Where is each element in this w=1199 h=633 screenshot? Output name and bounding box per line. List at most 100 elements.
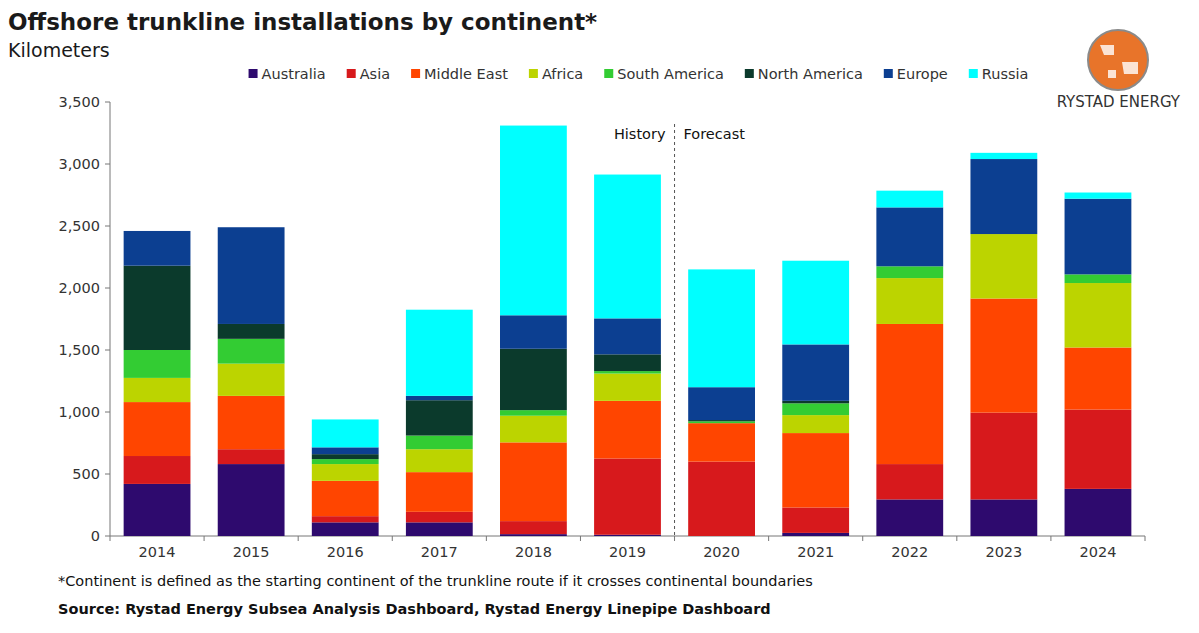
bar-segment bbox=[406, 400, 473, 435]
bar-segment bbox=[124, 402, 191, 456]
bar-segment bbox=[406, 436, 473, 450]
bar-segment bbox=[782, 401, 849, 403]
bar-segment bbox=[406, 310, 473, 396]
y-tick bbox=[105, 350, 110, 351]
bar-segment bbox=[500, 410, 567, 416]
bar-segment bbox=[1065, 274, 1132, 283]
y-tick-label: 2,000 bbox=[58, 280, 100, 296]
bar-segment bbox=[688, 387, 755, 420]
bar-segment bbox=[218, 227, 285, 228]
bar-segment bbox=[970, 159, 1037, 234]
bar-segment bbox=[594, 401, 661, 459]
legend-swatch bbox=[604, 69, 613, 78]
bar-segment bbox=[406, 449, 473, 472]
bar-segment bbox=[1065, 193, 1132, 199]
legend-swatch bbox=[347, 69, 356, 78]
bar-segment bbox=[500, 349, 567, 410]
bar-segment bbox=[876, 464, 943, 499]
bar-segment bbox=[1065, 410, 1132, 489]
bar-segment bbox=[1065, 348, 1132, 410]
bar-segment bbox=[406, 522, 473, 536]
title: Offshore trunkline installations by cont… bbox=[8, 9, 597, 35]
bar-segment bbox=[782, 533, 849, 536]
subtitle: Kilometers bbox=[8, 39, 110, 61]
bar-segment bbox=[218, 324, 285, 339]
bar-segment bbox=[782, 344, 849, 400]
bar-segment bbox=[218, 339, 285, 364]
legend-label: South America bbox=[617, 66, 724, 82]
bar-segment bbox=[312, 459, 379, 464]
bar-segment bbox=[782, 415, 849, 433]
bar-segment bbox=[688, 462, 755, 536]
bar-segment bbox=[594, 535, 661, 536]
legend-swatch bbox=[745, 69, 754, 78]
bar-segment bbox=[500, 442, 567, 521]
bar-segment bbox=[594, 374, 661, 401]
bar-segment bbox=[1065, 283, 1132, 347]
legend-label: Middle East bbox=[424, 66, 508, 82]
x-tick-label: 2017 bbox=[421, 544, 458, 560]
legend-swatch bbox=[411, 69, 420, 78]
bar-segment bbox=[312, 481, 379, 516]
y-tick-label: 3,000 bbox=[58, 156, 100, 172]
annotation: History bbox=[614, 126, 666, 142]
y-tick bbox=[105, 536, 110, 537]
x-tick bbox=[1050, 536, 1051, 541]
bar-segment bbox=[500, 126, 567, 316]
y-tick-label: 3,500 bbox=[58, 94, 100, 110]
bar-segment bbox=[500, 416, 567, 443]
y-tick-label: 1,000 bbox=[58, 404, 100, 420]
x-tick-label: 2018 bbox=[515, 544, 552, 560]
bar-segment bbox=[124, 378, 191, 402]
bar-segment bbox=[1065, 199, 1132, 275]
legend-label: Australia bbox=[262, 66, 326, 82]
bar-segment bbox=[876, 191, 943, 208]
legend: AustraliaAsiaMiddle EastAfricaSouth Amer… bbox=[249, 66, 1029, 82]
bar-segment bbox=[876, 266, 943, 278]
legend-label: Russia bbox=[982, 66, 1029, 82]
y-tick-label: 2,500 bbox=[58, 218, 100, 234]
x-tick-label: 2015 bbox=[233, 544, 270, 560]
bar-segment bbox=[312, 516, 379, 522]
legend-swatch bbox=[249, 69, 258, 78]
bar-segment bbox=[312, 522, 379, 536]
x-tick bbox=[674, 536, 675, 541]
bar-segment bbox=[688, 423, 755, 461]
legend-label: Asia bbox=[360, 66, 390, 82]
x-tick-label: 2024 bbox=[1080, 544, 1117, 560]
legend-label: North America bbox=[758, 66, 863, 82]
x-tick bbox=[580, 536, 581, 541]
legend-swatch bbox=[884, 69, 893, 78]
y-tick-label: 1,500 bbox=[58, 342, 100, 358]
bar-segment bbox=[688, 420, 755, 421]
bar-segment bbox=[218, 364, 285, 396]
x-tick bbox=[1145, 536, 1146, 541]
y-tick-label: 0 bbox=[91, 528, 100, 544]
bar-segment bbox=[124, 230, 191, 231]
bar-segment bbox=[124, 231, 191, 266]
bar-segment bbox=[218, 396, 285, 449]
x-tick bbox=[204, 536, 205, 541]
x-tick bbox=[298, 536, 299, 541]
bar-segment bbox=[594, 354, 661, 371]
bar-segment bbox=[782, 507, 849, 532]
logo-globe bbox=[1088, 30, 1148, 90]
bar-segment bbox=[500, 521, 567, 534]
bar-segment bbox=[970, 413, 1037, 500]
bar-segment bbox=[594, 318, 661, 354]
x-tick-label: 2019 bbox=[609, 544, 646, 560]
bar-segment bbox=[406, 396, 473, 400]
bar-segment bbox=[688, 421, 755, 423]
x-tick bbox=[392, 536, 393, 541]
bar-segment bbox=[594, 459, 661, 535]
bar-segment bbox=[876, 324, 943, 464]
bar-segment bbox=[218, 449, 285, 464]
bar-segment bbox=[782, 261, 849, 345]
x-tick-label: 2014 bbox=[139, 544, 176, 560]
source: Source: Rystad Energy Subsea Analysis Da… bbox=[58, 601, 771, 617]
y-tick bbox=[105, 102, 110, 103]
logo-shapes bbox=[1100, 45, 1138, 78]
x-tick bbox=[956, 536, 957, 541]
bar-segment bbox=[500, 315, 567, 348]
bar-segment bbox=[970, 499, 1037, 536]
